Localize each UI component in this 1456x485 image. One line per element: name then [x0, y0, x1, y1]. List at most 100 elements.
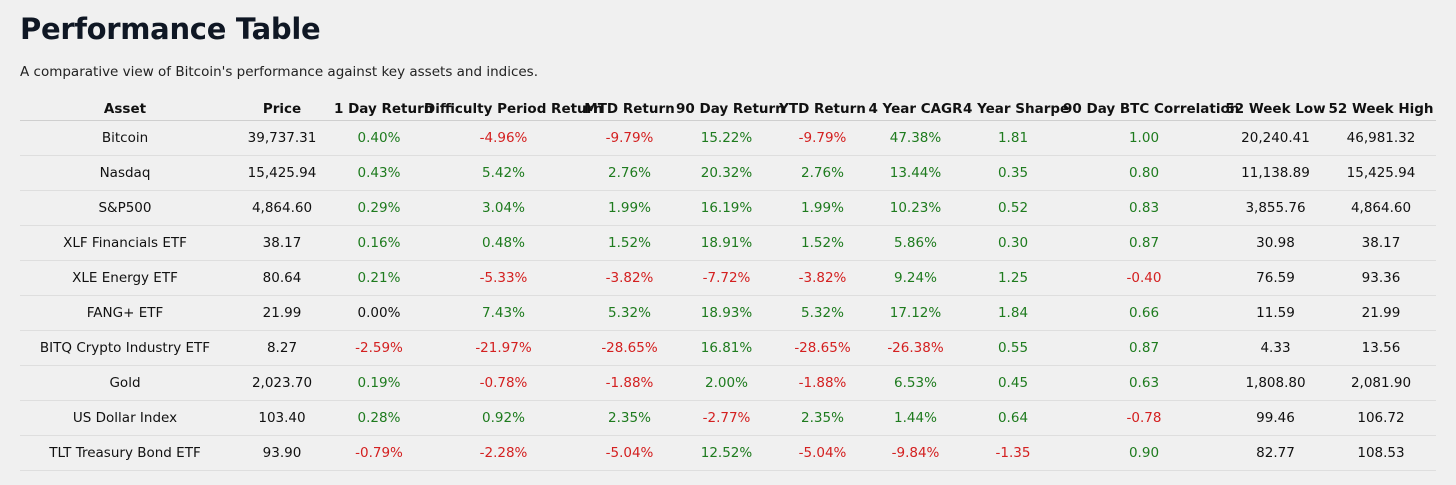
table-cell: Bitcoin	[20, 120, 230, 156]
table-cell: 5.32%	[583, 295, 676, 331]
table-cell: 0.63	[1063, 365, 1225, 401]
table-cell: 0.29%	[334, 190, 424, 226]
table-cell: 2.35%	[777, 400, 868, 436]
table-cell: 2.76%	[583, 155, 676, 191]
table-cell: -0.78	[1063, 400, 1225, 436]
table-cell: 0.66	[1063, 295, 1225, 331]
table-cell: 17.12%	[868, 295, 963, 331]
table-cell: 20.32%	[676, 155, 777, 191]
table-head: Asset Price 1 Day Return Difficulty Period …	[20, 97, 1436, 121]
table-cell: -2.77%	[676, 400, 777, 436]
table-cell: 0.87	[1063, 330, 1225, 366]
table-cell: 15,425.94	[1326, 155, 1436, 191]
table-cell: 39,737.31	[230, 120, 334, 156]
table-cell: -3.82%	[583, 260, 676, 296]
table-cell: 1.99%	[583, 190, 676, 226]
table-cell: 1.25	[963, 260, 1063, 296]
table-cell: 16.81%	[676, 330, 777, 366]
table-cell: 0.00%	[334, 295, 424, 331]
table-cell: 0.52	[963, 190, 1063, 226]
table-cell: 2.35%	[583, 400, 676, 436]
table-cell: 5.42%	[424, 155, 583, 191]
table-row: US Dollar Index 103.40 0.28% 0.92% 2.35% -2.7…	[20, 400, 1436, 436]
table-cell: -9.79%	[583, 120, 676, 156]
table-cell: -1.35	[963, 435, 1063, 471]
table-cell: 7.43%	[424, 295, 583, 331]
column-header: 90 Day BTC Correlation	[1063, 97, 1239, 121]
column-header: Asset	[20, 97, 230, 121]
table-cell: 1.44%	[868, 400, 963, 436]
table-cell: 0.28%	[334, 400, 424, 436]
table-cell: -1.88%	[583, 365, 676, 401]
table-cell: 15,425.94	[230, 155, 334, 191]
table-cell: Gold	[20, 365, 230, 401]
table-cell: 0.64	[963, 400, 1063, 436]
table-cell: -28.65%	[583, 330, 676, 366]
table-cell: 4,864.60	[1326, 190, 1436, 226]
table-cell: 106.72	[1326, 400, 1436, 436]
table-cell: -2.59%	[334, 330, 424, 366]
table-cell: -5.04%	[583, 435, 676, 471]
table-cell: 21.99	[1326, 295, 1436, 331]
table-cell: 1.52%	[583, 225, 676, 261]
table-cell: 38.17	[230, 225, 334, 261]
table-cell: 38.17	[1326, 225, 1436, 261]
table-cell: -0.40	[1063, 260, 1225, 296]
table-cell: 2.00%	[676, 365, 777, 401]
table-cell: -9.84%	[868, 435, 963, 471]
table-cell: -21.97%	[424, 330, 583, 366]
table-row: S&P500 4,864.60 0.29% 3.04% 1.99% 16.19% 1.99%…	[20, 190, 1436, 226]
column-header: Difficulty Period Return	[424, 97, 603, 121]
table-cell: 18.91%	[676, 225, 777, 261]
table-cell: -0.78%	[424, 365, 583, 401]
table-cell: FANG+ ETF	[20, 295, 230, 331]
table-cell: 4.33	[1225, 330, 1326, 366]
table-cell: -5.04%	[777, 435, 868, 471]
table-cell: 20,240.41	[1225, 120, 1326, 156]
table-cell: -5.33%	[424, 260, 583, 296]
table-cell: 1.00	[1063, 120, 1225, 156]
table-cell: 2.76%	[777, 155, 868, 191]
column-header: 1 Day Return	[334, 97, 433, 121]
table-cell: 30.98	[1225, 225, 1326, 261]
table-cell: 0.55	[963, 330, 1063, 366]
column-header: MTD Return	[583, 97, 676, 121]
table-row: XLF Financials ETF 38.17 0.16% 0.48% 1.52% 18…	[20, 225, 1436, 261]
table-cell: 0.30	[963, 225, 1063, 261]
table-cell: 0.21%	[334, 260, 424, 296]
table-cell: 16.19%	[676, 190, 777, 226]
table-cell: 13.56	[1326, 330, 1436, 366]
title: Performance Table	[20, 12, 321, 46]
table-cell: 82.77	[1225, 435, 1326, 471]
table-cell: -9.79%	[777, 120, 868, 156]
table-cell: -3.82%	[777, 260, 868, 296]
table-cell: 0.45	[963, 365, 1063, 401]
table-cell: 0.40%	[334, 120, 424, 156]
table-cell: 2,023.70	[230, 365, 334, 401]
table-cell: 12.52%	[676, 435, 777, 471]
table-cell: 0.80	[1063, 155, 1225, 191]
column-header: 90 Day Return	[676, 97, 785, 121]
table-cell: 13.44%	[868, 155, 963, 191]
table-cell: 0.48%	[424, 225, 583, 261]
table-cell: 6.53%	[868, 365, 963, 401]
table-cell: 11.59	[1225, 295, 1326, 331]
table-cell: 0.19%	[334, 365, 424, 401]
table-cell: 1,808.80	[1225, 365, 1326, 401]
table-cell: BITQ Crypto Industry ETF	[20, 330, 230, 366]
table-cell: 93.36	[1326, 260, 1436, 296]
table-cell: 18.93%	[676, 295, 777, 331]
table-cell: -26.38%	[868, 330, 963, 366]
table-cell: 15.22%	[676, 120, 777, 156]
table-cell: 1.84	[963, 295, 1063, 331]
table-cell: US Dollar Index	[20, 400, 230, 436]
table-cell: -4.96%	[424, 120, 583, 156]
table-cell: 0.92%	[424, 400, 583, 436]
table-cell: 76.59	[1225, 260, 1326, 296]
table-row: Bitcoin 39,737.31 0.40% -4.96% -9.79% 15.22% -…	[20, 120, 1436, 156]
table-cell: 0.87	[1063, 225, 1225, 261]
table-cell: 3.04%	[424, 190, 583, 226]
table-cell: 4,864.60	[230, 190, 334, 226]
table-row: FANG+ ETF 21.99 0.00% 7.43% 5.32% 18.93% 5.32%…	[20, 295, 1436, 331]
table-cell: 21.99	[230, 295, 334, 331]
